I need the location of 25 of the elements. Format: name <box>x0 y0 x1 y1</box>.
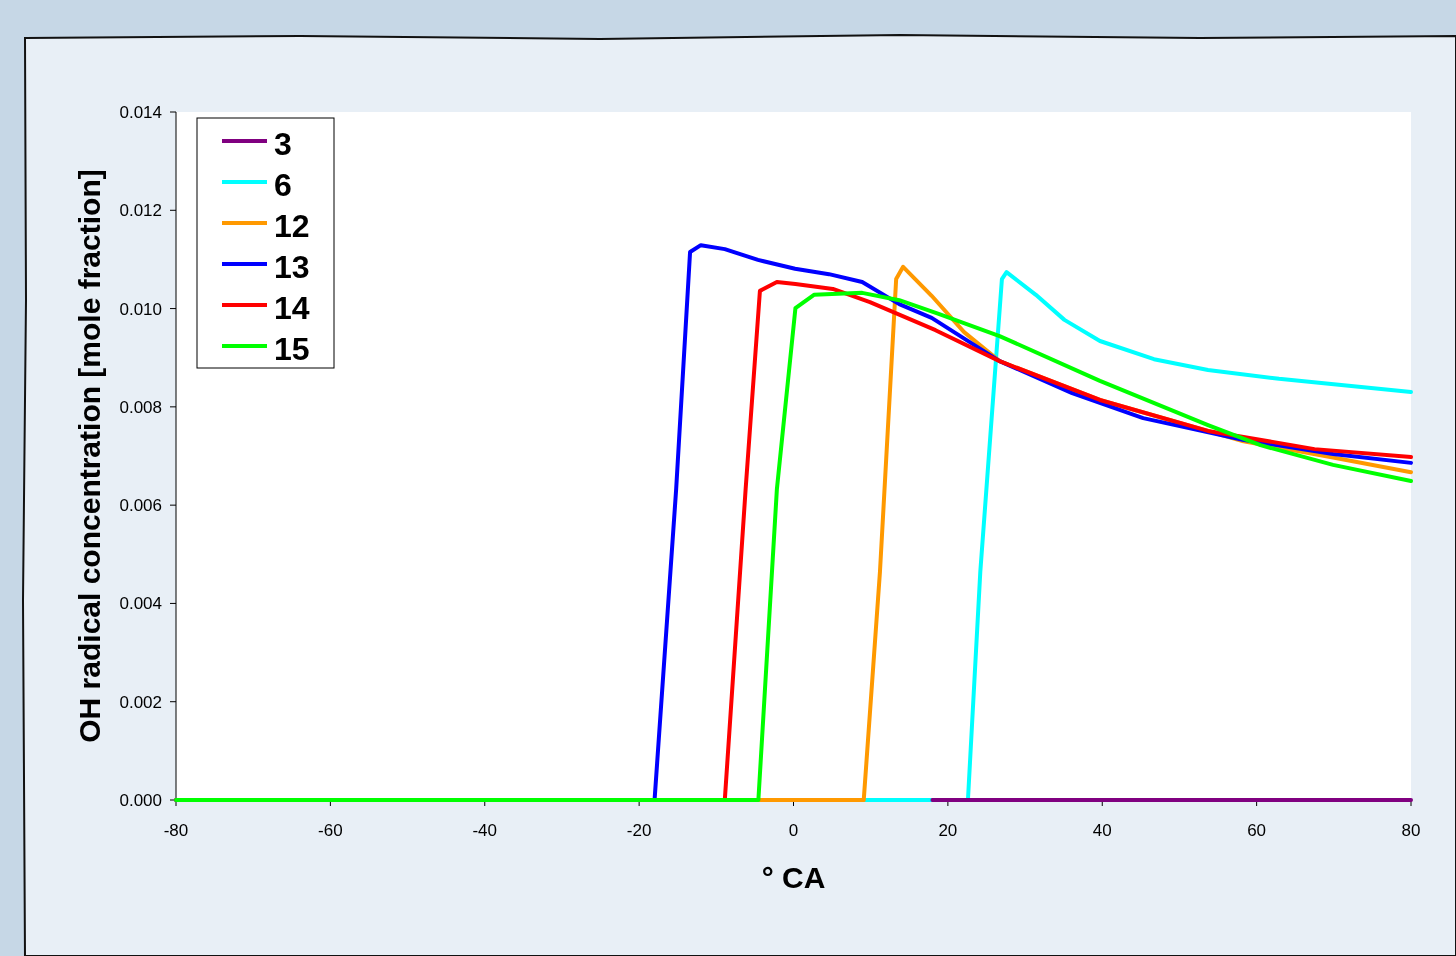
y-tick-label: 0.012 <box>119 201 162 221</box>
y-tick-label: 0.010 <box>119 299 162 319</box>
y-tick-label: 0.004 <box>119 594 162 614</box>
x-tick-label: -20 <box>626 821 652 840</box>
y-tick-label: 0.006 <box>119 496 162 516</box>
x-tick-label: -60 <box>318 821 343 840</box>
y-tick-label: 0.014 <box>119 103 162 122</box>
x-tick-label: 60 <box>1247 821 1267 840</box>
x-tick-label: 0 <box>788 821 799 840</box>
y-tick-label: 0.000 <box>119 791 162 810</box>
legend-label: 6 <box>274 167 292 203</box>
y-tick-label: 0.008 <box>119 397 162 417</box>
legend-label: 3 <box>274 126 292 162</box>
y-tick-label: 0.002 <box>119 692 162 712</box>
x-tick-label: 20 <box>938 821 958 840</box>
legend-label: 13 <box>274 249 310 285</box>
x-tick-label: -80 <box>163 821 189 840</box>
legend-label: 12 <box>274 208 310 244</box>
x-tick-label: -40 <box>472 821 498 840</box>
legend-label: 14 <box>274 290 310 326</box>
legend-label: 15 <box>274 331 310 367</box>
x-tick-label: 40 <box>1092 821 1112 840</box>
x-axis-title: ° CA <box>761 861 826 894</box>
y-axis-title: OH radical concentration [mole fraction] <box>73 169 106 743</box>
x-tick-label: 80 <box>1401 821 1421 840</box>
